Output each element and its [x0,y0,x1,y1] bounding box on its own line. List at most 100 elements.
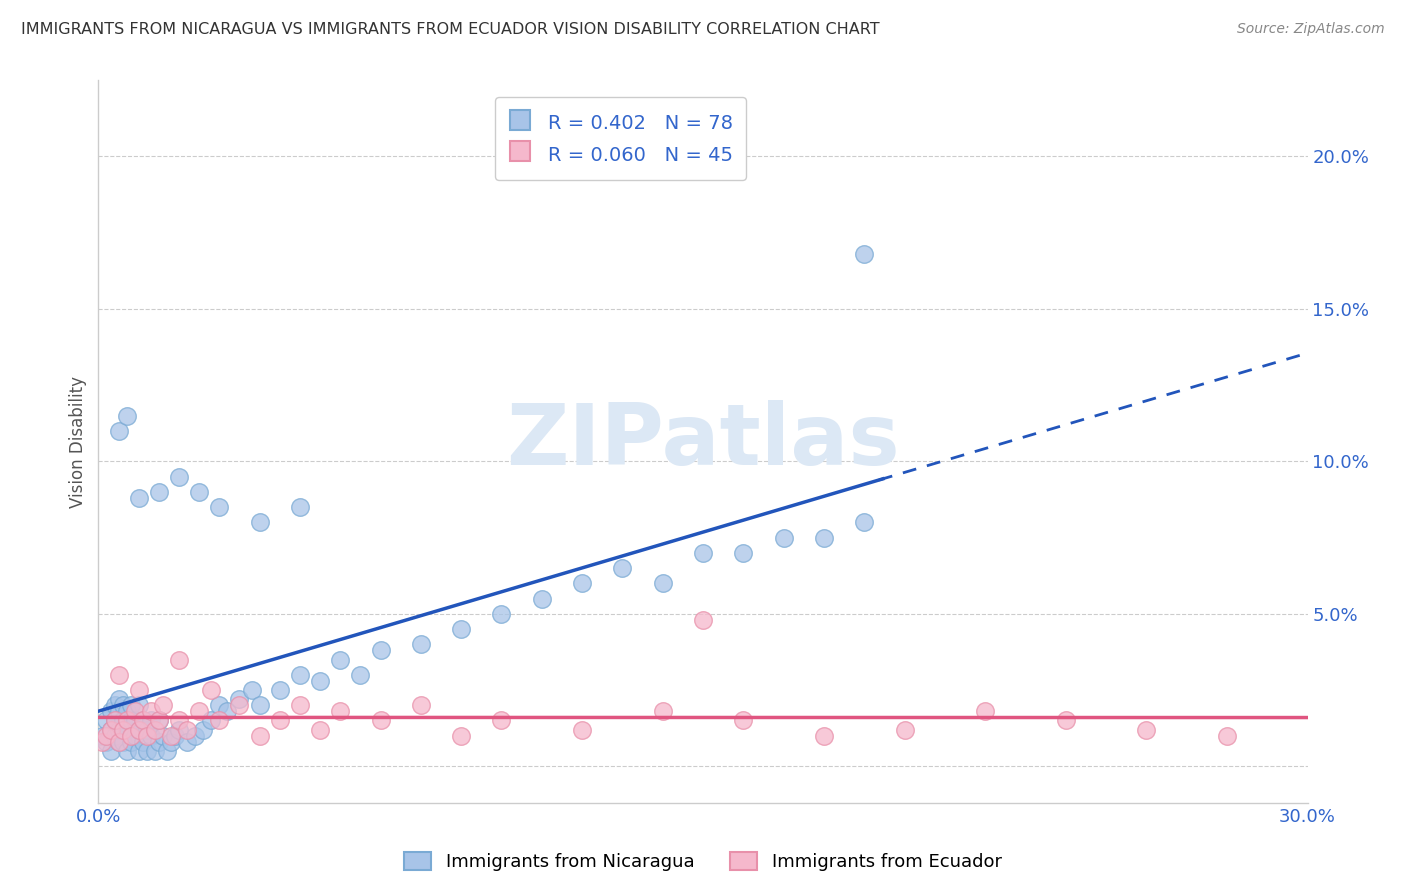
Point [107,692,129,706]
Point [120,735,142,749]
Point [188,484,211,499]
Text: IMMIGRANTS FROM NICARAGUA VS IMMIGRANTS FROM ECUADOR VISION DISABILITY CORRELATI: IMMIGRANTS FROM NICARAGUA VS IMMIGRANTS … [21,22,880,37]
Text: ZIPatlas: ZIPatlas [506,400,900,483]
Point [115,704,138,718]
Point [733,546,755,560]
Point [249,516,271,530]
Point [813,729,835,743]
Point [91,729,114,743]
Point [329,652,352,666]
Point [111,698,134,713]
Point [491,714,513,728]
Legend: R = 0.402   N = 78, R = 0.060   N = 45: R = 0.402 N = 78, R = 0.060 N = 45 [495,97,747,179]
Point [115,723,138,737]
Point [571,576,593,591]
Point [115,744,138,758]
Point [107,735,129,749]
Point [96,735,118,749]
Point [491,607,513,621]
Point [100,723,122,737]
Point [450,622,472,636]
Point [349,667,371,681]
Point [103,714,125,728]
Point [111,723,134,737]
Point [853,247,876,261]
Point [163,729,186,743]
Point [132,714,155,728]
Point [111,714,134,728]
Point [111,735,134,749]
Point [167,723,190,737]
Point [152,729,174,743]
Point [692,613,714,627]
Point [249,698,271,713]
Point [370,643,392,657]
Point [107,723,129,737]
Point [893,723,915,737]
Point [269,683,291,698]
Point [409,698,432,713]
Point [309,673,332,688]
Point [167,714,190,728]
Point [309,723,332,737]
Point [107,704,129,718]
Point [200,683,222,698]
Point [288,698,311,713]
Point [148,735,170,749]
Point [167,469,190,483]
Point [217,704,239,718]
Point [288,667,311,681]
Point [91,735,114,749]
Point [184,729,207,743]
Point [115,409,138,423]
Point [100,744,122,758]
Point [107,735,129,749]
Point [135,744,157,758]
Point [148,484,170,499]
Point [124,729,146,743]
Point [128,723,150,737]
Point [1135,723,1157,737]
Point [124,714,146,728]
Point [772,531,794,545]
Point [249,729,271,743]
Point [269,714,291,728]
Point [107,424,129,438]
Point [152,698,174,713]
Point [120,714,142,728]
Point [1216,729,1239,743]
Point [200,714,222,728]
Point [100,704,122,718]
Point [160,729,183,743]
Point [107,667,129,681]
Point [135,723,157,737]
Point [139,704,162,718]
Point [176,735,198,749]
Point [228,698,250,713]
Point [288,500,311,514]
Point [208,500,231,514]
Point [450,729,472,743]
Point [103,698,125,713]
Point [530,591,553,606]
Text: Source: ZipAtlas.com: Source: ZipAtlas.com [1237,22,1385,37]
Point [128,698,150,713]
Legend: Immigrants from Nicaragua, Immigrants from Ecuador: Immigrants from Nicaragua, Immigrants fr… [396,845,1010,879]
Point [651,704,673,718]
Point [128,683,150,698]
Point [370,714,392,728]
Point [120,698,142,713]
Point [193,723,215,737]
Point [124,704,146,718]
Point [128,723,150,737]
Point [132,735,155,749]
Point [128,744,150,758]
Y-axis label: Vision Disability: Vision Disability [69,376,87,508]
Point [176,723,198,737]
Point [160,735,183,749]
Point [143,744,166,758]
Point [571,723,593,737]
Point [974,704,997,718]
Point [120,729,142,743]
Point [96,714,118,728]
